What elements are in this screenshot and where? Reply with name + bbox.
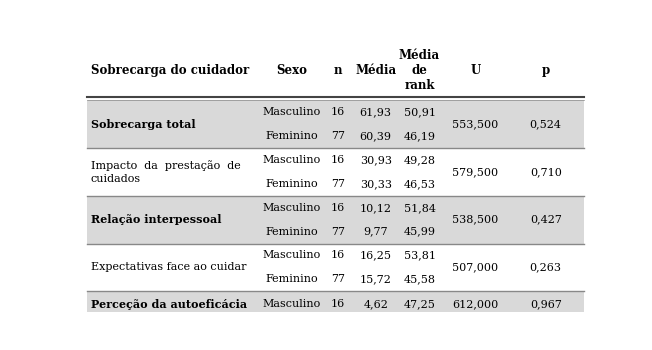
Text: 0,967: 0,967: [530, 299, 561, 309]
Text: 45,58: 45,58: [404, 274, 436, 284]
Text: 46,53: 46,53: [404, 179, 436, 189]
Bar: [87, 148, 584, 196]
Text: Perceção da autoeficácia: Perceção da autoeficácia: [91, 299, 246, 310]
Text: Masculino: Masculino: [262, 299, 321, 309]
Text: 16,25: 16,25: [360, 251, 392, 260]
Text: 16: 16: [331, 299, 345, 309]
Text: Masculino: Masculino: [262, 203, 321, 213]
Text: Masculino: Masculino: [262, 107, 321, 117]
Bar: [87, 50, 584, 97]
Text: 579,500: 579,500: [452, 167, 499, 177]
Text: Feminino: Feminino: [265, 179, 318, 189]
Text: 77: 77: [331, 179, 345, 189]
Text: Média
de
rank: Média de rank: [399, 49, 440, 92]
Text: Média: Média: [355, 64, 396, 77]
Bar: [87, 291, 584, 317]
Text: 77: 77: [331, 226, 345, 237]
Text: Masculino: Masculino: [262, 251, 321, 260]
Text: 15,72: 15,72: [360, 274, 392, 284]
Text: 0,524: 0,524: [529, 119, 562, 129]
Text: 50,91: 50,91: [404, 107, 436, 117]
Text: 60,39: 60,39: [360, 131, 392, 141]
Text: 4,62: 4,62: [363, 299, 388, 309]
Text: Expectativas face ao cuidar: Expectativas face ao cuidar: [91, 262, 246, 272]
Text: 61,93: 61,93: [360, 107, 392, 117]
Text: 16: 16: [331, 155, 345, 165]
Text: 30,93: 30,93: [360, 155, 392, 165]
Text: 553,500: 553,500: [452, 119, 499, 129]
Text: Relação interpessoal: Relação interpessoal: [91, 214, 221, 225]
Text: 16: 16: [331, 203, 345, 213]
Text: Masculino: Masculino: [262, 155, 321, 165]
Text: 46,19: 46,19: [404, 131, 436, 141]
Bar: [87, 196, 584, 244]
Text: 47,25: 47,25: [404, 299, 436, 309]
Text: 77: 77: [331, 274, 345, 284]
Text: Impacto  da  prestação  de
cuidados: Impacto da prestação de cuidados: [91, 160, 241, 184]
Text: Feminino: Feminino: [265, 226, 318, 237]
Text: 45,99: 45,99: [404, 226, 436, 237]
Bar: [87, 100, 584, 148]
Text: Sobrecarga total: Sobrecarga total: [91, 119, 195, 130]
Text: U: U: [470, 64, 481, 77]
Text: 16: 16: [331, 107, 345, 117]
Text: 16: 16: [331, 251, 345, 260]
Text: 538,500: 538,500: [452, 215, 499, 225]
Text: 10,12: 10,12: [360, 203, 392, 213]
Text: Feminino: Feminino: [265, 131, 318, 141]
Text: 77: 77: [331, 131, 345, 141]
Text: 0,263: 0,263: [529, 262, 562, 272]
Text: 49,28: 49,28: [404, 155, 436, 165]
Text: 30,33: 30,33: [360, 179, 392, 189]
Text: 0,710: 0,710: [530, 167, 561, 177]
Text: 612,000: 612,000: [452, 299, 499, 309]
Text: Feminino: Feminino: [265, 274, 318, 284]
Text: 53,81: 53,81: [404, 251, 436, 260]
Text: n: n: [334, 64, 342, 77]
Text: 0,427: 0,427: [530, 215, 561, 225]
Text: Sexo: Sexo: [276, 64, 307, 77]
Text: p: p: [542, 64, 550, 77]
Text: 9,77: 9,77: [363, 226, 388, 237]
Text: Sobrecarga do cuidador: Sobrecarga do cuidador: [91, 64, 249, 77]
Text: 507,000: 507,000: [452, 262, 499, 272]
Bar: [87, 244, 584, 291]
Text: 51,84: 51,84: [404, 203, 436, 213]
